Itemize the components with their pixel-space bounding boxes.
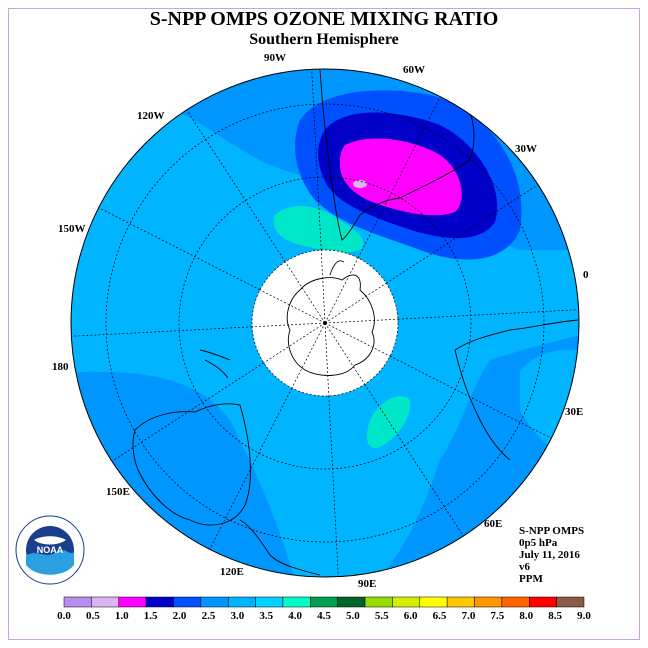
meridian-line-inner	[324, 322, 366, 385]
colorbar-tick-label: 1.5	[144, 610, 158, 622]
lon-label-60e: 60E	[484, 518, 502, 530]
map-border	[70, 68, 580, 578]
meridian-line-inner	[324, 322, 391, 357]
meridian-line-inner	[284, 261, 326, 324]
colorbar-swatch	[118, 596, 147, 608]
ozone-contour-0-5	[353, 180, 367, 188]
colorbar-tick-label: 7.0	[462, 610, 476, 622]
lon-label-150w: 150W	[58, 223, 86, 235]
latitude-circle-outer	[105, 103, 545, 543]
colorbar-swatch	[310, 596, 338, 608]
lon-label-120e: 120E	[220, 566, 244, 578]
info-level: 0p5 hPa	[519, 537, 558, 549]
lon-label-0: 0	[583, 269, 589, 281]
colorbar-tick-label: 3.0	[230, 610, 244, 622]
tasmania-coastline	[239, 519, 321, 576]
lon-label-120w: 120W	[137, 110, 165, 122]
colorbar-tick-label: 8.0	[519, 610, 533, 622]
lon-label-150e: 150E	[106, 486, 130, 498]
colorbar-tick-label: 7.5	[490, 610, 504, 622]
colorbar-swatch	[173, 596, 202, 608]
colorbar-swatch	[446, 596, 475, 608]
info-date: July 11, 2016	[519, 549, 580, 561]
colorbar-tick-label: 3.5	[259, 610, 273, 622]
figure-frame	[8, 8, 640, 640]
meridian-line-inner	[259, 289, 326, 324]
coastlines	[132, 69, 579, 576]
meridian-line-inner	[320, 250, 326, 324]
meridian-line-inner	[252, 322, 326, 328]
info-block: S-NPP OMPS 0p5 hPa July 11, 2016 v6 PPM	[519, 525, 584, 585]
colorbar-swatch	[282, 596, 311, 608]
south-pole-marker	[323, 321, 327, 325]
meridian-line-inner	[324, 257, 359, 324]
latitude-circle-inner	[251, 249, 399, 397]
map-title: S-NPP OMPS OZONE MIXING RATIO	[149, 8, 499, 30]
meridian-line-inner	[291, 322, 326, 389]
map-subtitle: Southern Hemisphere	[249, 31, 399, 48]
colorbar-tick-label: 1.0	[115, 610, 129, 622]
colorbar-swatch	[392, 596, 421, 608]
ozone-contour-3-0-east	[520, 349, 579, 470]
latitude-circle-middle	[178, 176, 472, 470]
colorbar-tick-label: 0.0	[57, 610, 71, 622]
colorbar-swatch	[255, 596, 284, 608]
colorbar-swatch	[529, 596, 557, 608]
lon-label-30w: 30W	[515, 143, 537, 155]
colorbar-tick-label: 2.5	[202, 610, 216, 622]
meridian-line-inner	[263, 322, 326, 364]
colorbar-tick-label: 5.0	[346, 610, 360, 622]
colorbar-tick-label: 2.0	[173, 610, 187, 622]
longitude-labels: 0 30E 60E 90E 120E 150E 180 150W 120W 90…	[52, 52, 589, 590]
graticule	[71, 69, 579, 577]
colorbar-swatch	[63, 596, 92, 608]
colorbar-tick-label: 6.5	[433, 610, 447, 622]
lon-label-180: 180	[52, 361, 69, 373]
colorbar-swatch	[474, 596, 503, 608]
meridian-line-inner	[324, 322, 330, 396]
colorbar-swatch	[145, 596, 174, 608]
lon-label-90w: 90W	[264, 52, 286, 64]
colorbar-swatch	[200, 596, 229, 608]
colorbar-tick-label: 8.5	[548, 610, 562, 622]
meridian-line-inner	[324, 318, 398, 324]
new-zealand-coastline	[199, 349, 231, 379]
ozone-contour-1-0	[340, 138, 462, 216]
info-instrument: S-NPP OMPS	[519, 525, 585, 537]
ozone-contour-3-5-south	[366, 396, 411, 449]
ozone-contour-3-5-drake	[273, 205, 364, 253]
lon-label-30e: 30E	[565, 406, 583, 418]
colorbar-tick-label: 4.0	[288, 610, 302, 622]
africa-coastline	[454, 319, 579, 461]
lon-label-90e: 90E	[358, 578, 376, 590]
colorbar-swatch	[419, 596, 448, 608]
colorbar: 0.0 0.5 1.0 1.5 2.0 2.5 3.0 3.5 4.0 4.5 5.0 5.5 6.0 6…	[57, 596, 591, 622]
noaa-logo-text: NOAA	[37, 545, 64, 555]
colorbar-tick-label: 9.0	[577, 610, 591, 622]
colorbar-tick-label: 4.5	[317, 610, 331, 622]
colorbar-swatch	[337, 596, 366, 608]
australia-coastline	[132, 403, 251, 526]
colorbar-swatch	[227, 596, 256, 608]
colorbar-swatch	[556, 596, 585, 608]
lon-label-60w: 60W	[403, 64, 425, 76]
colorbar-tick-label: 0.5	[86, 610, 100, 622]
info-units: PPM	[519, 573, 543, 585]
antarctica-coastline	[286, 260, 375, 376]
meridian-line-inner	[324, 282, 387, 324]
colorbar-swatch	[364, 596, 393, 608]
colorbar-tick-label: 6.0	[404, 610, 418, 622]
info-version: v6	[519, 561, 530, 573]
colorbar-swatch	[501, 596, 530, 608]
south-america-coastline	[319, 69, 475, 241]
noaa-logo-icon: NOAA	[15, 515, 85, 585]
colorbar-tick-label: 5.5	[375, 610, 389, 622]
colorbar-swatch	[91, 596, 119, 608]
